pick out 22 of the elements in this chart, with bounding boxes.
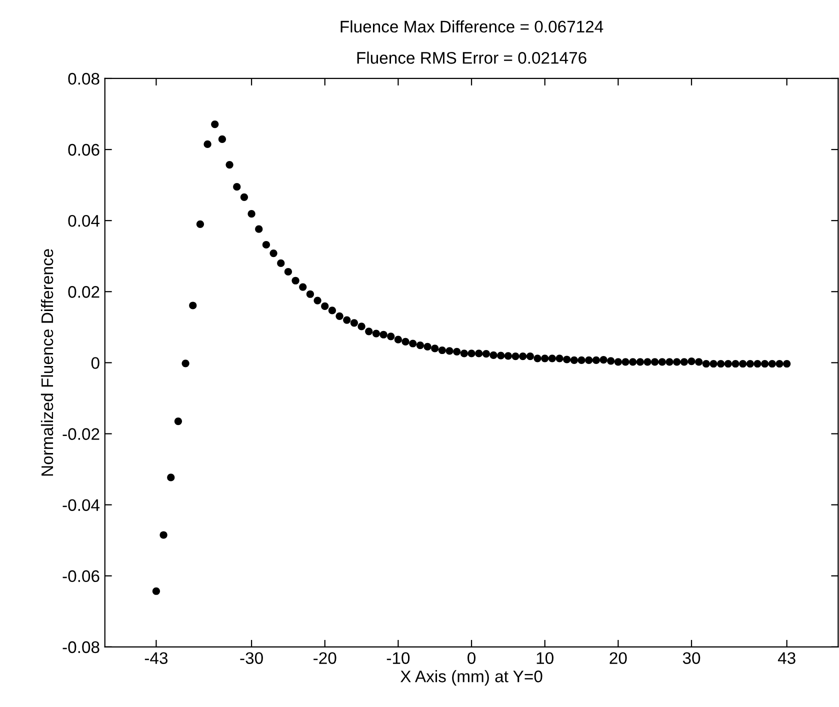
x-tick-label: 30 <box>682 652 700 664</box>
x-tick-label: 43 <box>778 652 796 664</box>
y-tick-label: 0 <box>91 357 100 369</box>
y-axis-title: Normalized Fluence Difference <box>40 249 54 476</box>
y-tick-label: -0.02 <box>62 428 100 440</box>
x-tick-label: -10 <box>386 652 410 664</box>
y-tick-label: 0.08 <box>68 72 100 85</box>
y-tick-label: -0.04 <box>62 499 100 511</box>
x-axis-title: X Axis (mm) at Y=0 <box>400 670 542 686</box>
x-tick-label: -43 <box>144 652 168 664</box>
y-tick-label: 0.04 <box>68 214 100 227</box>
x-tick-label: 0 <box>468 652 476 664</box>
y-tick-label: -0.06 <box>62 570 100 582</box>
y-tick-label: 0.02 <box>68 286 100 298</box>
chart-title: Fluence Max Difference = 0.067124 <box>340 20 604 33</box>
x-tick-label: 10 <box>536 652 554 664</box>
x-tick-label: -20 <box>314 652 336 664</box>
y-tick-label: 0.06 <box>68 144 100 156</box>
x-tick-label: 20 <box>610 652 627 664</box>
x-tick-label: -30 <box>240 652 263 664</box>
chart-subtitle: Fluence RMS Error = 0.021476 <box>357 52 586 64</box>
y-tick-label: -0.08 <box>62 641 100 654</box>
